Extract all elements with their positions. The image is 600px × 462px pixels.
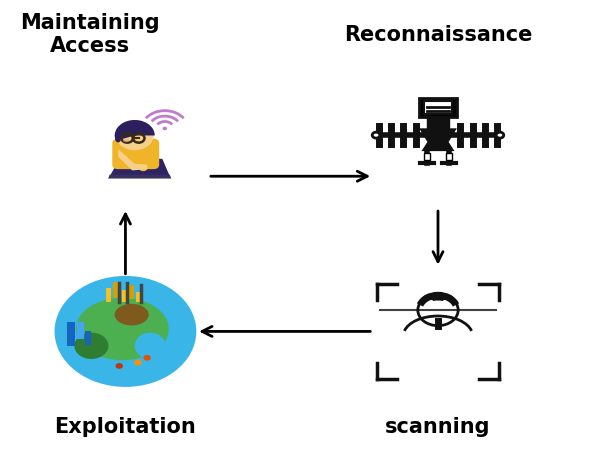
Ellipse shape (76, 298, 169, 360)
Bar (67, 322, 75, 346)
Polygon shape (108, 175, 172, 178)
Polygon shape (118, 149, 147, 170)
Ellipse shape (115, 134, 121, 142)
Polygon shape (110, 159, 170, 176)
Circle shape (139, 164, 148, 171)
Ellipse shape (74, 333, 109, 359)
Bar (77, 322, 84, 339)
Polygon shape (419, 128, 457, 142)
Text: Exploitation: Exploitation (55, 417, 196, 437)
Circle shape (163, 127, 167, 130)
Ellipse shape (122, 139, 130, 142)
FancyBboxPatch shape (424, 153, 430, 160)
Bar (129, 285, 134, 299)
Text: Reconnaissance: Reconnaissance (344, 25, 532, 45)
FancyBboxPatch shape (419, 98, 457, 117)
FancyBboxPatch shape (424, 101, 452, 114)
Text: Maintaining
Access: Maintaining Access (20, 13, 160, 56)
Ellipse shape (135, 333, 166, 359)
Circle shape (496, 132, 504, 138)
Circle shape (58, 279, 194, 384)
Ellipse shape (115, 304, 149, 325)
Circle shape (116, 121, 154, 150)
Circle shape (143, 355, 151, 361)
Wedge shape (115, 120, 155, 141)
Bar (113, 280, 121, 298)
FancyBboxPatch shape (446, 153, 452, 160)
Bar (136, 292, 140, 302)
Circle shape (134, 360, 142, 365)
Circle shape (372, 132, 380, 138)
Text: scanning: scanning (385, 417, 491, 437)
FancyBboxPatch shape (112, 139, 159, 169)
Bar (122, 290, 127, 302)
Polygon shape (421, 142, 455, 151)
Bar (85, 331, 91, 345)
Bar (106, 288, 111, 302)
Circle shape (418, 294, 458, 326)
Circle shape (116, 363, 123, 369)
